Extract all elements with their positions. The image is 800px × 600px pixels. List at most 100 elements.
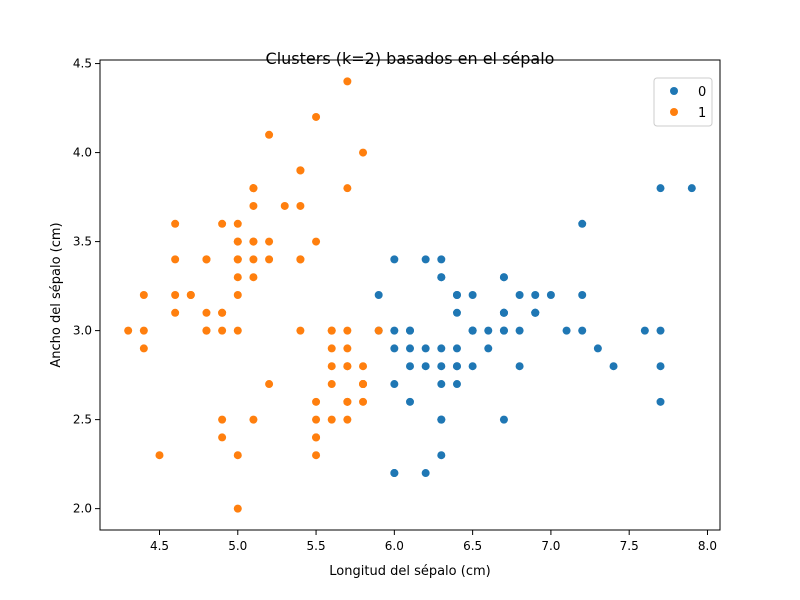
y-tick-label-4: 4.0 [73, 146, 92, 160]
data-point-series-1-45 [202, 326, 211, 335]
data-point-series-1-29 [186, 291, 195, 299]
data-point-series-1-52 [218, 433, 227, 442]
data-point-series-1-32 [265, 130, 274, 139]
points-layer [124, 77, 696, 513]
data-point-series-0-35 [452, 291, 461, 299]
data-point-series-1-79 [359, 380, 368, 389]
data-point-series-1-26 [233, 255, 242, 264]
x-tick-label-0: 4.5 [150, 539, 169, 553]
data-point-series-1-21 [249, 201, 258, 210]
data-point-series-0-7 [406, 344, 414, 353]
data-point-series-0-65 [468, 326, 477, 335]
data-point-series-1-49 [233, 273, 242, 282]
data-point-series-0-45 [421, 362, 430, 371]
data-point-series-0-51 [452, 362, 461, 371]
data-point-series-0-21 [437, 451, 446, 460]
data-point-series-1-24 [202, 255, 211, 264]
data-point-series-0-23 [421, 344, 430, 353]
data-point-series-1-8 [139, 344, 148, 353]
data-point-series-0-32 [468, 291, 477, 299]
data-point-series-0-9 [421, 469, 430, 478]
data-point-series-1-77 [359, 362, 368, 371]
data-point-series-0-25 [562, 326, 571, 335]
data-point-series-0-14 [484, 326, 493, 335]
data-point-series-1-4 [233, 219, 242, 228]
x-tick-label-5: 7.0 [541, 539, 560, 553]
data-point-series-0-46 [406, 326, 414, 335]
legend-label-1: 1 [698, 106, 706, 121]
data-point-series-0-49 [609, 362, 618, 371]
data-point-series-1-1 [218, 326, 227, 335]
data-point-series-1-35 [233, 291, 242, 299]
data-point-series-0-19 [390, 255, 399, 264]
data-point-series-0-31 [578, 219, 587, 228]
data-point-series-0-0 [546, 291, 555, 299]
data-point-series-0-24 [437, 273, 446, 282]
data-point-series-1-62 [312, 433, 321, 442]
data-point-series-1-68 [359, 397, 368, 406]
data-point-series-1-74 [343, 362, 352, 371]
x-axis: 4.5 5.0 5.5 6.0 6.5 7.0 7.5 8.0 [150, 530, 717, 553]
data-point-series-0-53 [406, 397, 414, 406]
data-point-series-1-41 [155, 451, 164, 460]
data-point-series-1-76 [343, 415, 352, 424]
data-point-series-0-61 [515, 291, 524, 299]
y-axis-label: Ancho del sépalo (cm) [49, 222, 64, 367]
data-point-series-1-27 [265, 237, 274, 246]
data-point-series-1-67 [312, 397, 321, 406]
x-tick-label-7: 8.0 [698, 539, 717, 553]
data-point-series-0-10 [374, 291, 383, 299]
data-point-series-1-78 [327, 362, 336, 371]
legend-label-0: 0 [698, 85, 706, 100]
plot-frame [99, 59, 721, 531]
data-point-series-1-14 [359, 148, 368, 157]
data-point-series-1-18 [343, 184, 352, 193]
y-axis: 2.0 2.5 3.0 3.5 4.0 4.5 [73, 57, 100, 516]
legend-marker-1 [670, 108, 678, 116]
data-point-series-0-13 [452, 344, 461, 353]
data-point-series-0-59 [499, 308, 508, 317]
y-tick-label-3: 3.5 [73, 235, 92, 249]
data-point-series-1-47 [171, 291, 180, 299]
data-point-series-0-34 [515, 326, 524, 335]
data-point-series-1-66 [312, 415, 321, 424]
legend: 0 1 [653, 77, 713, 127]
data-point-series-1-50 [312, 451, 321, 460]
data-point-series-1-55 [327, 344, 336, 353]
y-tick-label-1: 2.5 [73, 413, 92, 427]
x-axis-label: Longitud del sépalo (cm) [329, 564, 490, 579]
y-tick-label-5: 4.5 [73, 57, 92, 71]
data-point-series-1-16 [296, 166, 305, 175]
data-point-series-1-53 [265, 380, 274, 389]
data-point-series-1-3 [171, 308, 180, 317]
data-point-series-1-69 [233, 451, 242, 460]
y-tick-label-0: 2.0 [73, 502, 92, 516]
data-point-series-0-26 [437, 344, 446, 353]
x-tick-label-2: 5.5 [307, 539, 326, 553]
data-point-series-0-66 [421, 255, 430, 264]
legend-marker-0 [670, 87, 678, 95]
data-point-series-1-65 [327, 326, 336, 335]
data-point-series-1-81 [343, 397, 352, 406]
data-point-series-0-41 [656, 362, 665, 371]
data-point-series-1-36 [312, 237, 321, 246]
data-point-series-0-64 [437, 415, 446, 424]
data-point-series-1-70 [327, 380, 336, 389]
x-tick-label-1: 5.0 [228, 539, 247, 553]
data-point-series-0-30 [499, 415, 508, 424]
data-point-series-0-57 [390, 326, 399, 335]
data-point-series-0-52 [437, 362, 446, 371]
data-point-series-0-17 [390, 344, 399, 353]
data-point-series-1-73 [249, 415, 258, 424]
data-point-series-1-57 [327, 415, 336, 424]
legend-frame [653, 77, 713, 127]
y-tick-label-2: 3.0 [73, 324, 92, 338]
data-point-series-0-44 [578, 291, 587, 299]
data-point-series-0-39 [390, 469, 399, 478]
data-point-series-1-43 [233, 237, 242, 246]
data-point-series-0-29 [593, 344, 602, 353]
data-point-series-1-46 [249, 184, 258, 193]
data-point-series-1-30 [202, 308, 211, 317]
data-point-series-0-38 [656, 397, 665, 406]
